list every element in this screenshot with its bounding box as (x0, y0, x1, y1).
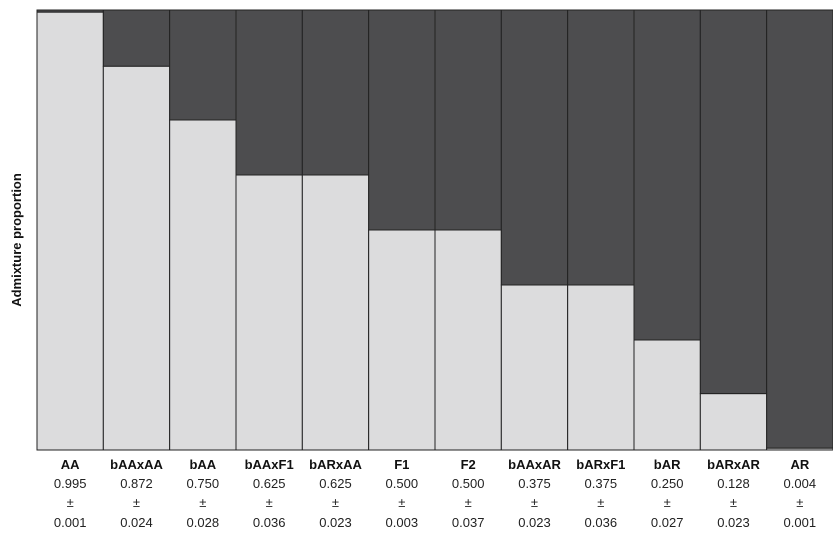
bar-segment-dark-bARxAR (699, 9, 768, 395)
labels-group: AA 0.995 ±0.001 bAAxAA 0.872 ±0.024 bAA 0.750 ±0… (54, 457, 816, 530)
bar-segment-dark-bAAxF1 (235, 9, 303, 176)
bar-segment-dark-AR (766, 9, 833, 449)
category-label: F1 (394, 457, 409, 472)
category-label: bAAxF1 (245, 457, 294, 472)
error-label: 0.028 (187, 515, 220, 530)
category-label: bAR (654, 457, 681, 472)
bar-segment-dark-F1 (368, 9, 436, 231)
bar-segment-dark-bAAxAR (500, 9, 569, 286)
value-label: 0.625 (253, 476, 286, 491)
error-label: 0.023 (717, 515, 750, 530)
bar-segment-dark-bARxF1 (567, 9, 635, 286)
bar-segment-dark-bAAxAA (102, 9, 171, 67)
error-label: 0.003 (386, 515, 419, 530)
category-label: bAAxAA (110, 457, 163, 472)
bar-segment-light-AA (36, 11, 104, 451)
bar-segment-light-F1 (368, 229, 436, 451)
bar-segment-light-F2 (434, 229, 502, 451)
bar-segment-dark-F2 (434, 9, 502, 231)
value-label: 0.128 (717, 476, 750, 491)
value-label: 0.995 (54, 476, 87, 491)
plus-minus-label: ± (398, 495, 405, 510)
plus-minus-label: ± (199, 495, 206, 510)
bar-segment-light-bAAxAA (102, 65, 171, 451)
error-label: 0.023 (518, 515, 551, 530)
category-label: F2 (461, 457, 476, 472)
error-label: 0.036 (585, 515, 618, 530)
value-label: 0.250 (651, 476, 684, 491)
category-label: bARxAA (309, 457, 362, 472)
bar-segment-light-bARxF1 (567, 284, 635, 451)
bar-segment-light-AR (766, 447, 833, 451)
plus-minus-label: ± (531, 495, 538, 510)
category-label: AA (61, 457, 80, 472)
plus-minus-label: ± (465, 495, 472, 510)
value-label: 0.625 (319, 476, 352, 491)
error-label: 0.027 (651, 515, 684, 530)
bar-segment-dark-bAA (169, 9, 237, 121)
bar-segment-light-bARxAR (699, 393, 768, 451)
value-label: 0.500 (386, 476, 419, 491)
plus-minus-label: ± (664, 495, 671, 510)
error-label: 0.036 (253, 515, 286, 530)
bar-segment-light-bARxAA (301, 174, 370, 451)
error-label: 0.024 (120, 515, 153, 530)
bar-segment-light-bAAxF1 (235, 174, 303, 451)
category-label: bAA (189, 457, 216, 472)
plus-minus-label: ± (133, 495, 140, 510)
bar-segment-light-bAAxAR (500, 284, 569, 451)
value-label: 0.004 (784, 476, 817, 491)
plus-minus-label: ± (597, 495, 604, 510)
plus-minus-label: ± (266, 495, 273, 510)
bar-segment-dark-bAR (633, 9, 701, 341)
error-label: 0.001 (54, 515, 87, 530)
plus-minus-label: ± (730, 495, 737, 510)
value-label: 0.375 (585, 476, 618, 491)
category-label: bAAxAR (508, 457, 561, 472)
bar-segment-light-bAA (169, 119, 237, 451)
plus-minus-label: ± (332, 495, 339, 510)
plus-minus-label: ± (67, 495, 74, 510)
error-label: 0.001 (784, 515, 817, 530)
bar-segment-light-bAR (633, 339, 701, 451)
category-label: bARxF1 (576, 457, 625, 472)
category-label: AR (790, 457, 809, 472)
value-label: 0.375 (518, 476, 551, 491)
value-label: 0.750 (187, 476, 220, 491)
error-label: 0.037 (452, 515, 485, 530)
value-label: 0.872 (120, 476, 153, 491)
value-label: 0.500 (452, 476, 485, 491)
y-axis-title: Admixture proportion (9, 173, 24, 307)
bars-group (36, 9, 833, 451)
plus-minus-label: ± (796, 495, 803, 510)
error-label: 0.023 (319, 515, 352, 530)
bar-segment-dark-bARxAA (301, 9, 370, 176)
category-label: bARxAR (707, 457, 760, 472)
